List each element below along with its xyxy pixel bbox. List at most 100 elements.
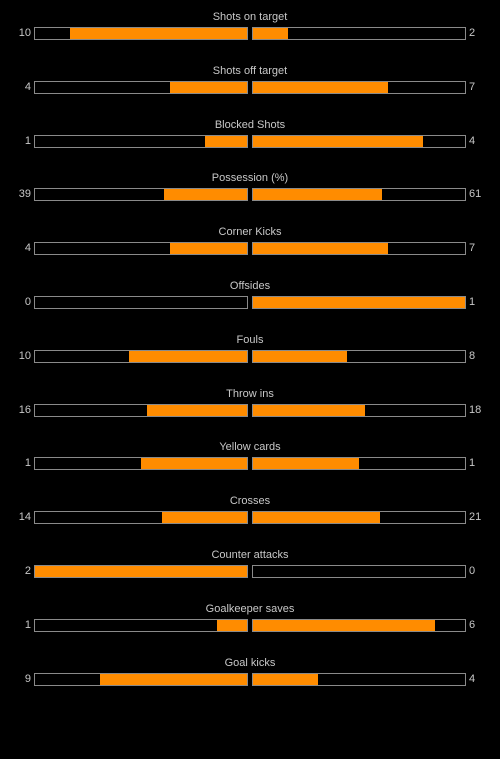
away-bar-track	[252, 134, 466, 148]
stat-row-blocked-shots: Blocked Shots 1 4	[0, 118, 500, 172]
away-bar-fill	[253, 512, 381, 524]
home-bar-fill	[169, 243, 247, 255]
home-value: 4	[24, 80, 31, 93]
stat-label: Yellow cards	[219, 441, 281, 454]
stat-label: Fouls	[236, 333, 264, 346]
stat-row-goalkeeper-saves: Goalkeeper saves 1 6	[0, 602, 500, 656]
stat-label: Blocked Shots	[214, 118, 286, 131]
stat-row-offsides: Offsides 0 1	[0, 279, 500, 333]
away-bar-fill	[253, 673, 319, 685]
stat-label: Counter attacks	[211, 548, 289, 561]
stat-row-fouls: Fouls 10 8	[0, 333, 500, 387]
away-bar-fill	[253, 458, 359, 470]
stat-row-counter-attacks: Counter attacks 2 0	[0, 548, 500, 602]
away-value: 0	[469, 564, 476, 577]
away-bar-track	[252, 672, 466, 686]
away-bar-track	[252, 511, 466, 525]
home-value: 0	[24, 295, 31, 308]
stat-row-shots-on-target: Shots on target 10 2	[0, 10, 500, 64]
away-value: 2	[469, 27, 476, 39]
home-bar-fill	[35, 565, 247, 577]
home-bar-track	[34, 188, 248, 202]
home-bar-fill	[129, 350, 247, 362]
away-bar-track	[252, 188, 466, 202]
home-value: 10	[18, 349, 31, 362]
away-bar-track	[252, 27, 466, 40]
home-bar-track	[34, 618, 248, 632]
stat-label: Goalkeeper saves	[205, 602, 295, 615]
away-bar-fill	[253, 189, 383, 201]
away-bar-track	[252, 403, 466, 417]
home-bar-track	[34, 672, 248, 686]
stat-label: Offsides	[229, 279, 271, 292]
home-bar-track	[34, 134, 248, 148]
home-value: 39	[18, 188, 31, 201]
away-bar-fill	[253, 404, 366, 416]
home-bar-fill	[204, 135, 247, 147]
away-bar-fill	[253, 243, 388, 255]
home-bar-track	[34, 242, 248, 256]
away-bar-track	[252, 242, 466, 256]
away-value: 7	[469, 242, 476, 255]
home-value: 16	[18, 403, 31, 416]
home-bar-track	[34, 511, 248, 525]
away-bar-track	[252, 564, 466, 578]
stat-label: Shots off target	[212, 64, 288, 77]
away-bar-track	[252, 295, 466, 309]
stat-row-throw-ins: Throw ins 16 18	[0, 387, 500, 441]
stat-label: Crosses	[229, 495, 271, 508]
home-bar-fill	[169, 81, 247, 93]
match-stats-list: Shots on target 10 2 Shots off target 4 …	[0, 10, 500, 709]
away-bar-fill	[253, 619, 435, 631]
stat-label: Goal kicks	[224, 656, 276, 669]
home-bar-fill	[216, 619, 247, 631]
stat-row-goal-kicks: Goal kicks 9 4	[0, 656, 500, 710]
away-bar-track	[252, 349, 466, 363]
home-value: 14	[18, 511, 31, 524]
away-bar-fill	[253, 135, 423, 147]
home-bar-track	[34, 403, 248, 417]
stat-row-crosses: Crosses 14 21	[0, 494, 500, 548]
home-value: 4	[24, 242, 31, 255]
home-value: 1	[24, 618, 31, 631]
stat-label: Shots on target	[212, 11, 288, 23]
home-bar-track	[34, 27, 248, 40]
away-bar-fill	[253, 296, 465, 308]
away-value: 18	[469, 403, 482, 416]
stat-label: Possession (%)	[211, 172, 289, 185]
stat-row-yellow-cards: Yellow cards 1 1	[0, 440, 500, 494]
away-bar-track	[252, 80, 466, 94]
home-bar-fill	[70, 28, 247, 39]
away-value: 1	[469, 295, 476, 308]
home-value: 10	[18, 27, 31, 39]
away-bar-fill	[253, 81, 388, 93]
away-value: 21	[469, 511, 482, 524]
home-bar-fill	[147, 404, 247, 416]
stat-row-corner-kicks: Corner Kicks 4 7	[0, 225, 500, 279]
home-value: 2	[24, 564, 31, 577]
home-bar-fill	[141, 458, 247, 470]
away-value: 8	[469, 349, 476, 362]
away-value: 6	[469, 618, 476, 631]
away-bar-fill	[253, 350, 348, 362]
away-bar-track	[252, 618, 466, 632]
home-value: 1	[24, 134, 31, 147]
away-value: 61	[469, 188, 482, 201]
stat-label: Corner Kicks	[218, 226, 282, 239]
away-value: 4	[469, 134, 476, 147]
away-bar-track	[252, 457, 466, 471]
away-value: 7	[469, 80, 476, 93]
stat-row-possession: Possession (%) 39 61	[0, 171, 500, 225]
away-value: 4	[469, 672, 476, 685]
home-value: 9	[24, 672, 31, 685]
stat-row-shots-off-target: Shots off target 4 7	[0, 64, 500, 118]
home-bar-fill	[164, 189, 247, 201]
home-bar-track	[34, 295, 248, 309]
home-bar-track	[34, 349, 248, 363]
home-bar-fill	[162, 512, 247, 524]
home-bar-fill	[100, 673, 247, 685]
away-value: 1	[469, 457, 476, 470]
home-value: 1	[24, 457, 31, 470]
home-bar-track	[34, 80, 248, 94]
away-bar-fill	[253, 28, 289, 39]
